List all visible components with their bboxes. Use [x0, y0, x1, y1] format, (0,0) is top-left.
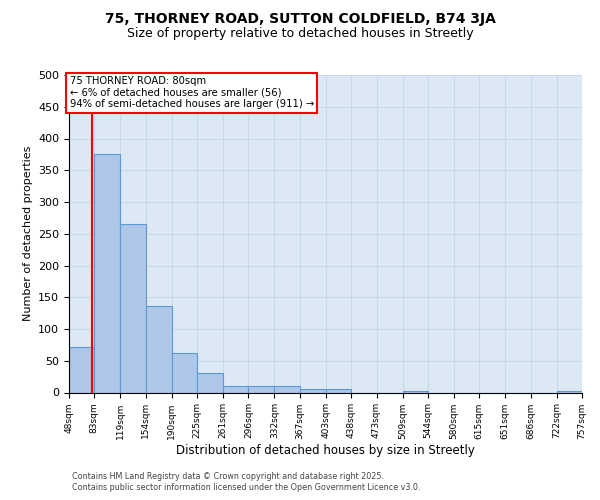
Bar [403, 391, 428, 392]
Bar [172, 353, 197, 393]
X-axis label: Distribution of detached houses by size in Streetly: Distribution of detached houses by size … [176, 444, 475, 457]
Y-axis label: Number of detached properties: Number of detached properties [23, 146, 32, 322]
Bar [94, 154, 121, 392]
Bar [557, 390, 582, 392]
Bar [146, 306, 172, 392]
Text: 75 THORNEY ROAD: 80sqm
← 6% of detached houses are smaller (56)
94% of semi-deta: 75 THORNEY ROAD: 80sqm ← 6% of detached … [70, 76, 314, 110]
Bar [121, 224, 146, 392]
Bar [197, 374, 223, 392]
Bar [248, 386, 274, 392]
Bar [326, 390, 351, 392]
Bar [69, 347, 94, 393]
Text: Size of property relative to detached houses in Streetly: Size of property relative to detached ho… [127, 28, 473, 40]
Text: Contains public sector information licensed under the Open Government Licence v3: Contains public sector information licen… [72, 484, 421, 492]
Bar [300, 390, 326, 392]
Bar [274, 386, 300, 392]
Text: Contains HM Land Registry data © Crown copyright and database right 2025.: Contains HM Land Registry data © Crown c… [72, 472, 384, 481]
Text: 75, THORNEY ROAD, SUTTON COLDFIELD, B74 3JA: 75, THORNEY ROAD, SUTTON COLDFIELD, B74 … [104, 12, 496, 26]
Bar [223, 386, 248, 392]
